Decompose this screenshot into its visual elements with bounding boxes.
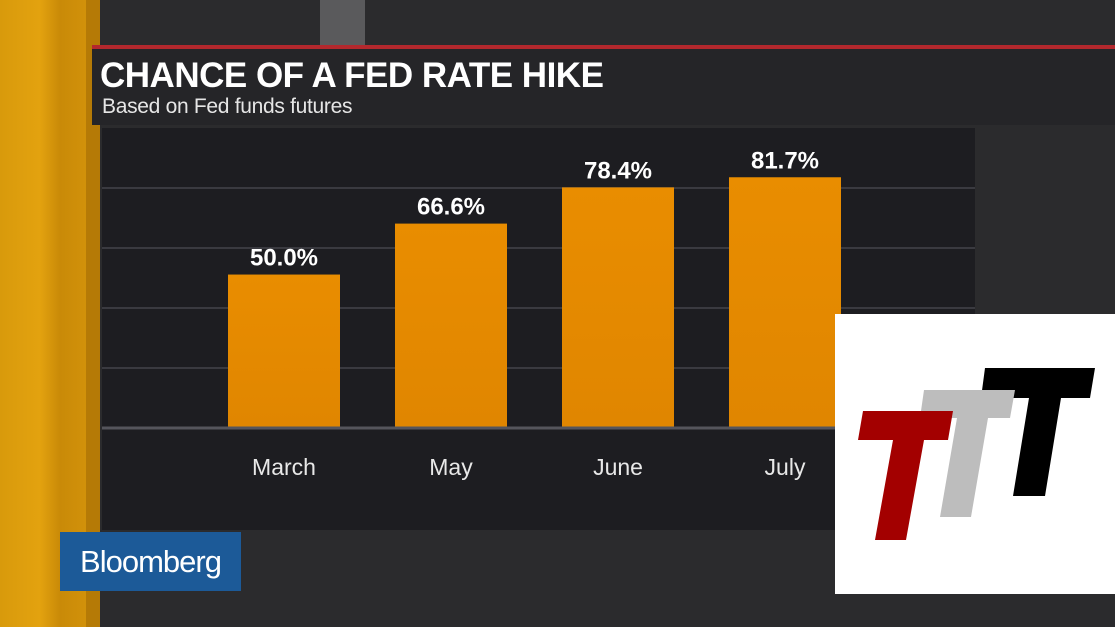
data-label: 66.6% bbox=[417, 194, 485, 221]
title-bar bbox=[92, 49, 1115, 125]
ttt-logo-icon bbox=[858, 368, 1095, 540]
x-tick-label: March bbox=[252, 454, 316, 480]
bar-june bbox=[562, 187, 674, 428]
x-tick-label: July bbox=[765, 454, 806, 480]
x-tick-label: May bbox=[429, 454, 473, 480]
chart-subtitle: Based on Fed funds futures bbox=[102, 95, 353, 118]
bar-may bbox=[395, 223, 507, 428]
background-column bbox=[320, 0, 365, 46]
bar-july bbox=[729, 177, 841, 428]
data-label: 81.7% bbox=[751, 147, 819, 174]
ttt-logo bbox=[835, 314, 1115, 594]
bloomberg-logo: Bloomberg bbox=[60, 532, 241, 591]
bar-march bbox=[228, 274, 340, 428]
data-label: 50.0% bbox=[250, 245, 318, 272]
data-label: 78.4% bbox=[584, 157, 652, 184]
accent-line bbox=[92, 45, 1115, 49]
background-stripe bbox=[0, 0, 100, 627]
chart-title: CHANCE OF A FED RATE HIKE bbox=[100, 56, 604, 95]
background-stripe-shadow bbox=[86, 0, 100, 627]
x-tick-label: June bbox=[593, 454, 643, 480]
